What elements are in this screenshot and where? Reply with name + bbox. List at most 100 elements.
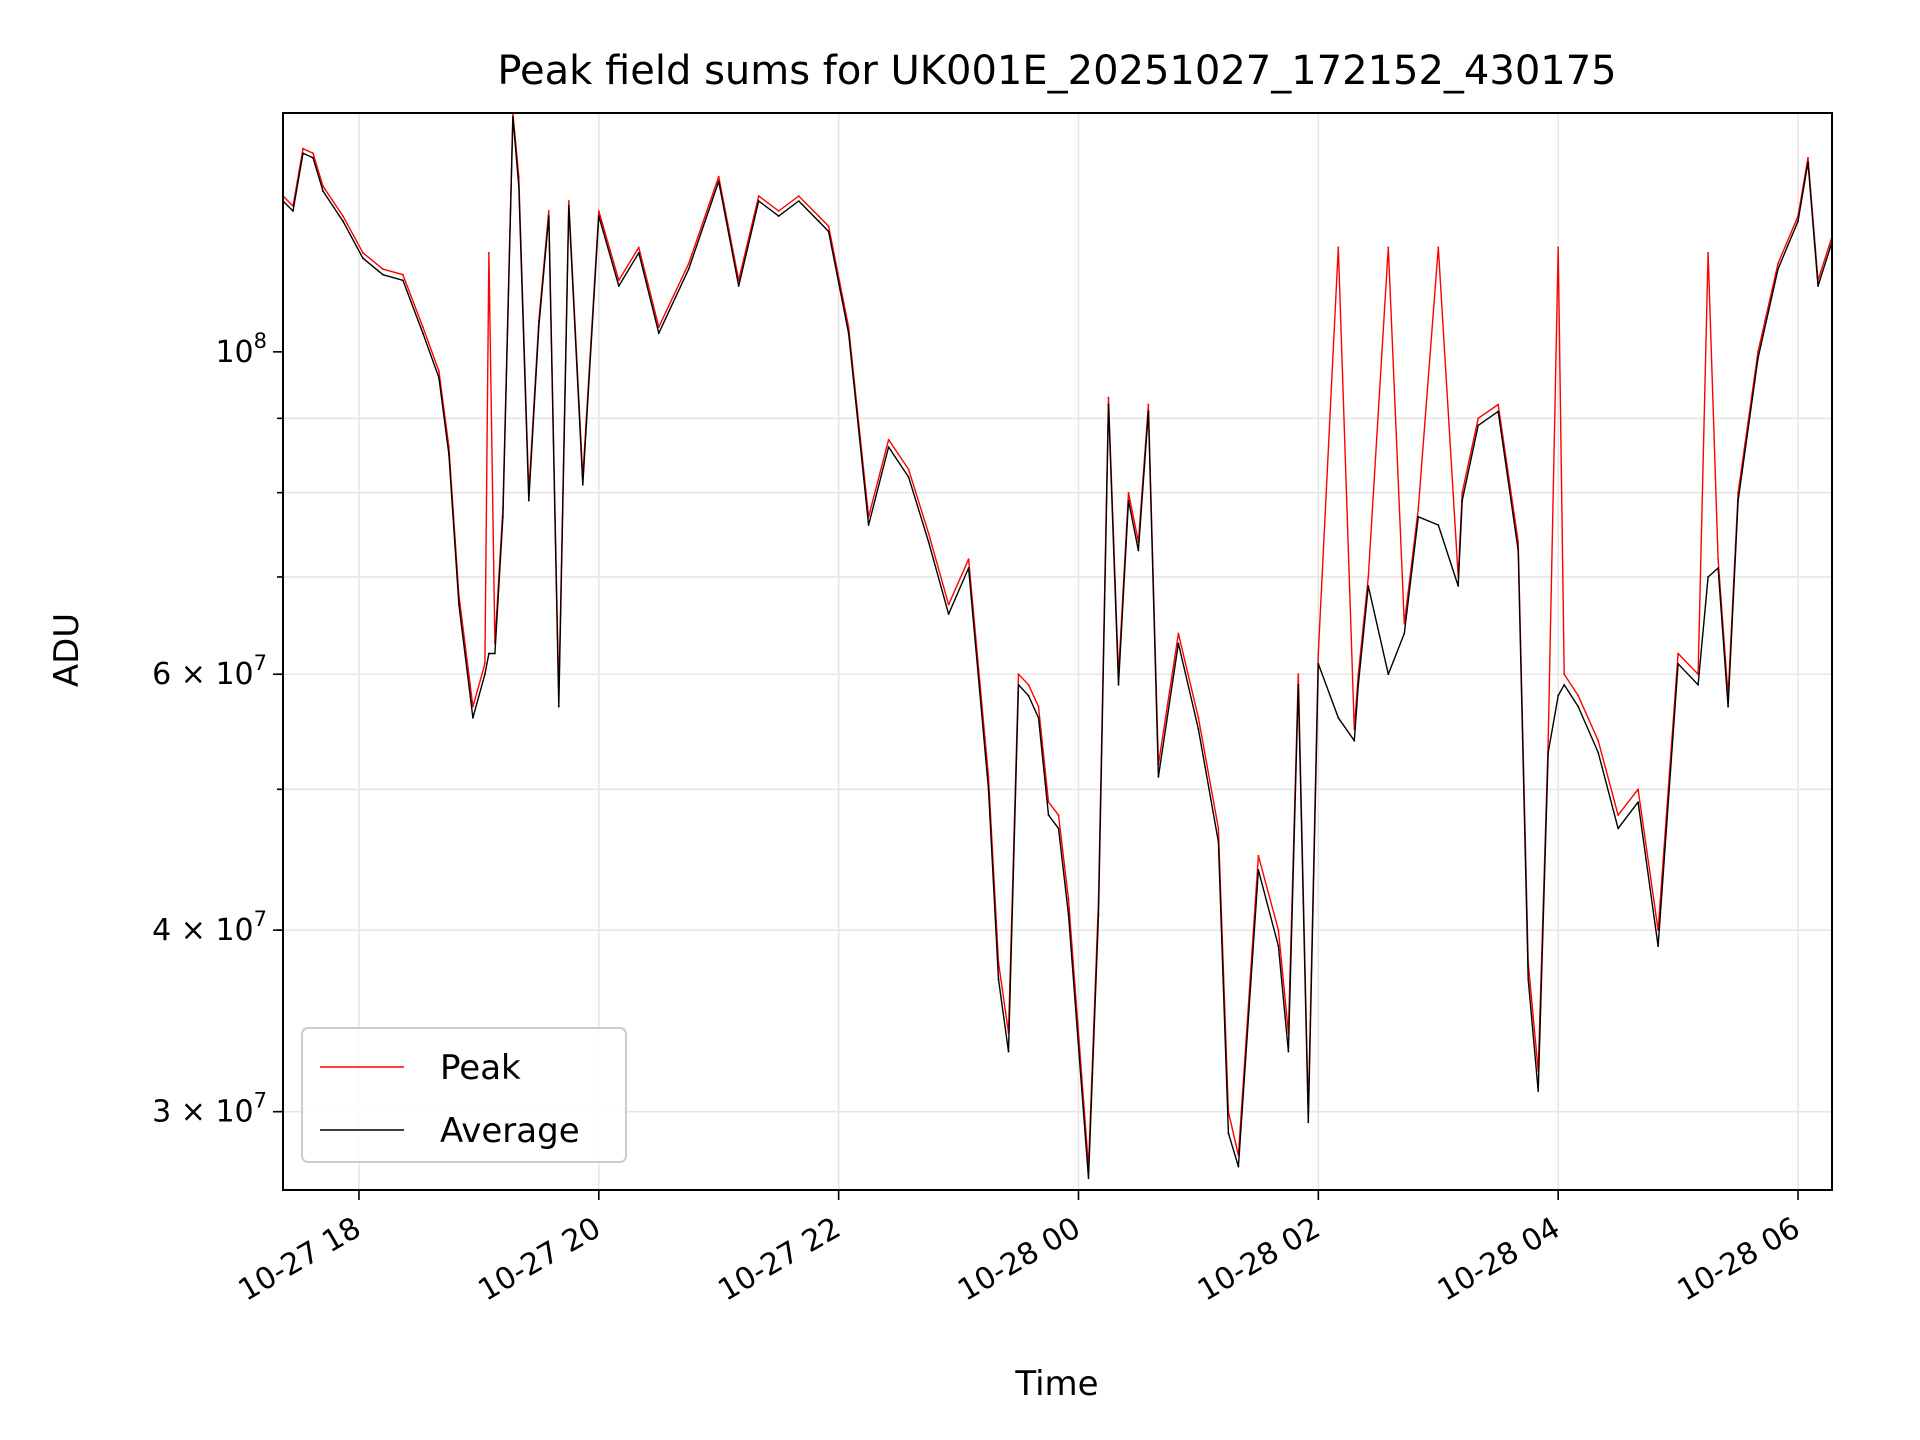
series-point-average xyxy=(817,220,820,223)
series-point-peak xyxy=(1127,491,1130,494)
series-point-average xyxy=(1353,739,1356,742)
series-point-peak xyxy=(547,210,550,212)
series-point-peak xyxy=(1177,632,1180,635)
series-point-average xyxy=(484,673,486,676)
series-point-average xyxy=(1517,549,1520,552)
series-point-peak xyxy=(1017,673,1020,676)
grid-layer xyxy=(283,113,1832,1190)
series-point-average xyxy=(1563,683,1566,686)
series-point-average xyxy=(927,541,930,543)
series-point-peak xyxy=(1497,403,1500,406)
series-point-peak xyxy=(1707,251,1709,254)
series-point-peak xyxy=(488,251,490,254)
series-point-average xyxy=(1677,662,1679,665)
series-point-average xyxy=(402,279,404,282)
series-point-average xyxy=(1577,705,1580,708)
series-point-peak xyxy=(1337,246,1340,249)
series-point-average xyxy=(527,499,530,502)
series-point-average xyxy=(1617,827,1619,830)
series-point-average xyxy=(581,483,584,486)
series-point-peak xyxy=(757,195,760,197)
series-point-average xyxy=(867,524,870,526)
series-point-average xyxy=(1497,410,1500,413)
series-point-average xyxy=(777,215,780,218)
series-point-average xyxy=(1237,1165,1240,1168)
legend: Peak Average xyxy=(301,1027,627,1163)
series-point-peak xyxy=(342,215,344,218)
series-point-average xyxy=(827,230,830,233)
series-point-average xyxy=(1317,662,1320,665)
series-point-average xyxy=(1027,694,1030,697)
series-point-peak xyxy=(597,210,600,212)
series-point-peak xyxy=(1461,491,1464,494)
series-point-average xyxy=(597,215,600,218)
series-point-average xyxy=(1807,161,1809,164)
legend-average-label: Average xyxy=(440,1111,580,1151)
series-point-peak xyxy=(1057,814,1060,816)
series-point-average xyxy=(637,251,640,254)
series-point-average xyxy=(1197,728,1200,731)
series-point-average xyxy=(362,257,364,260)
series-point-peak xyxy=(657,326,660,328)
series-point-peak xyxy=(927,532,930,535)
series-point-average xyxy=(1047,814,1050,816)
series-point-average xyxy=(1637,801,1639,803)
series-point-peak xyxy=(827,225,830,228)
series-point-average xyxy=(567,205,570,207)
series-point-average xyxy=(737,285,740,287)
series-point-average xyxy=(1387,673,1390,676)
series-point-peak xyxy=(887,438,890,441)
series-point-average xyxy=(1461,499,1464,502)
series-point-average xyxy=(547,215,550,218)
series-point-average xyxy=(1657,945,1659,947)
series-point-average xyxy=(382,273,384,276)
series-point-average xyxy=(1707,576,1709,578)
series-point-peak xyxy=(1317,652,1320,655)
series-point-average xyxy=(1417,515,1420,518)
legend-box xyxy=(301,1027,627,1163)
series-point-peak xyxy=(438,370,440,372)
series-point-average xyxy=(947,613,950,615)
plot-frame xyxy=(282,112,1833,1191)
series-line-average xyxy=(283,116,1832,1179)
series-point-average xyxy=(312,156,314,159)
series-point-peak xyxy=(777,210,780,212)
series-point-average xyxy=(1817,285,1819,287)
series-point-average xyxy=(1727,705,1729,708)
series-point-average xyxy=(887,446,890,448)
series-point-average xyxy=(1403,632,1406,635)
series-point-peak xyxy=(1807,156,1809,159)
series-point-peak xyxy=(1563,673,1566,676)
series-point-average xyxy=(1227,1132,1230,1134)
series-point-average xyxy=(502,515,504,518)
series-point-average xyxy=(1557,694,1560,697)
x-axis-label: Time xyxy=(1014,1364,1098,1404)
series-point-average xyxy=(1297,683,1300,686)
series-point-peak xyxy=(1297,673,1300,676)
series-point-peak xyxy=(1067,898,1070,901)
series-point-peak xyxy=(1547,739,1550,742)
y-tick-label: 4 × 107 xyxy=(152,907,267,948)
series-point-average xyxy=(322,190,324,193)
series-point-average xyxy=(1597,751,1600,754)
series-point-peak xyxy=(1257,854,1260,857)
series-point-peak xyxy=(1417,507,1420,510)
series-point-peak xyxy=(1517,541,1520,543)
series-point-peak xyxy=(817,215,820,218)
series-point-average xyxy=(987,788,990,791)
series-point-average xyxy=(1147,410,1150,413)
series-point-average xyxy=(797,200,800,202)
series-point-peak xyxy=(422,326,424,328)
series-point-average xyxy=(1777,268,1779,270)
series-point-average xyxy=(1477,424,1480,427)
series-point-peak xyxy=(1107,396,1110,399)
series-point-average xyxy=(494,652,496,655)
series-point-average xyxy=(1357,683,1360,686)
series-point-average xyxy=(967,567,970,569)
series-point-average xyxy=(1537,1090,1540,1092)
series-point-peak xyxy=(382,268,384,270)
series-point-average xyxy=(997,978,1000,981)
series-point-average xyxy=(1457,585,1460,587)
series-point-peak xyxy=(322,185,324,188)
